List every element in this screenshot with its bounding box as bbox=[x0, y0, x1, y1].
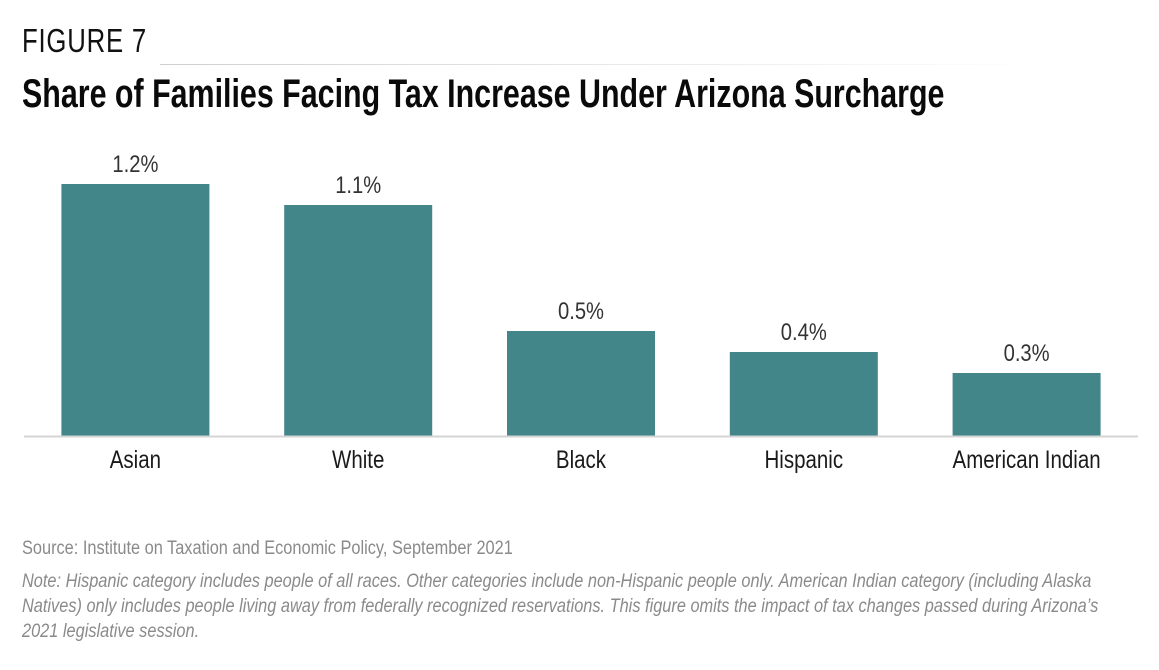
bar-chart: 1.2% Asian 1.1% White 0.5% Black 0.4% Hispanic 0… bbox=[24, 151, 1138, 473]
x-tick-label: Black bbox=[556, 445, 607, 473]
bar-asian bbox=[61, 184, 210, 436]
data-label: 0.4% bbox=[781, 319, 827, 346]
x-tick-label: Asian bbox=[110, 445, 161, 473]
x-tick-label: White bbox=[332, 445, 384, 473]
source-note: Source: Institute on Taxation and Econom… bbox=[22, 538, 513, 559]
header-divider bbox=[160, 64, 1040, 65]
bar-black bbox=[507, 331, 655, 436]
data-label: 1.1% bbox=[335, 172, 381, 199]
bar-american-indian bbox=[952, 373, 1101, 436]
data-label: 1.2% bbox=[112, 151, 158, 178]
chart-title: Share of Families Facing Tax Increase Un… bbox=[22, 72, 945, 116]
x-tick-label: American Indian bbox=[953, 445, 1101, 473]
x-tick-label: Hispanic bbox=[764, 445, 843, 473]
data-label: 0.5% bbox=[558, 298, 604, 325]
bar-hispanic bbox=[729, 352, 878, 436]
bar-white bbox=[284, 205, 433, 436]
figure-label: FIGURE 7 bbox=[22, 22, 147, 59]
data-label: 0.3% bbox=[1004, 340, 1050, 367]
footnote: Note: Hispanic category includes people … bbox=[22, 571, 1099, 642]
